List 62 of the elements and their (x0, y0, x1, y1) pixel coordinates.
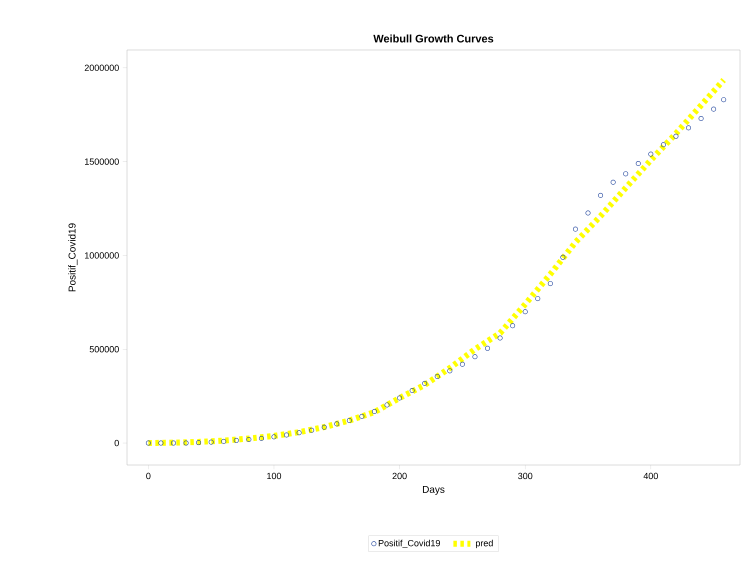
point (359, 414, 364, 419)
point (410, 388, 415, 394)
x-axis-title: Days (422, 486, 444, 495)
x-tick-label: 200 (392, 472, 407, 480)
point (572, 226, 578, 232)
y-tick-label: 1500000 (85, 158, 119, 165)
point (170, 440, 176, 446)
point (586, 210, 591, 216)
point (660, 142, 666, 148)
point (535, 296, 540, 302)
x-tick-label: 300 (518, 472, 532, 480)
y-tick-label: 1000000 (85, 252, 119, 259)
chart-title: Weibull Growth Curves (373, 34, 494, 42)
point (384, 402, 390, 408)
point (346, 418, 352, 424)
x-tick-label: 400 (644, 472, 658, 480)
point (284, 432, 290, 438)
point (522, 309, 528, 314)
point (434, 374, 440, 379)
point (208, 440, 214, 445)
y-tick-label: 0 (114, 440, 119, 446)
point (460, 362, 465, 367)
point (447, 368, 452, 374)
y-tick-label: 2000000 (84, 64, 119, 71)
x-tick-label: 100 (267, 472, 282, 480)
point (309, 428, 314, 433)
point (234, 438, 239, 443)
point (711, 106, 716, 112)
point (472, 354, 478, 360)
point (636, 161, 641, 166)
point (498, 335, 503, 340)
point (258, 436, 264, 441)
point (221, 438, 226, 444)
point (648, 152, 654, 157)
point (184, 440, 189, 446)
point (548, 281, 553, 286)
point (623, 171, 628, 176)
point (422, 380, 428, 386)
point (334, 421, 340, 426)
legend-label: Positif_Covid19 (378, 540, 440, 548)
point (686, 125, 692, 130)
point (698, 116, 704, 121)
point (158, 440, 164, 446)
y-tick-label: 500000 (90, 346, 119, 352)
point (673, 134, 678, 139)
point (721, 97, 726, 102)
point (510, 323, 516, 328)
point (397, 396, 402, 401)
point (296, 430, 302, 436)
point (372, 409, 377, 414)
point (196, 440, 202, 446)
point (146, 440, 151, 446)
point (560, 254, 566, 260)
y-axis-title: Positif_Covid19 (68, 223, 78, 292)
point (271, 434, 276, 440)
point (610, 180, 616, 185)
legend-label: pred (476, 540, 493, 548)
point (322, 424, 327, 430)
point (485, 346, 490, 351)
point (246, 436, 252, 442)
x-tick-label: 0 (146, 472, 151, 480)
point (598, 192, 604, 198)
